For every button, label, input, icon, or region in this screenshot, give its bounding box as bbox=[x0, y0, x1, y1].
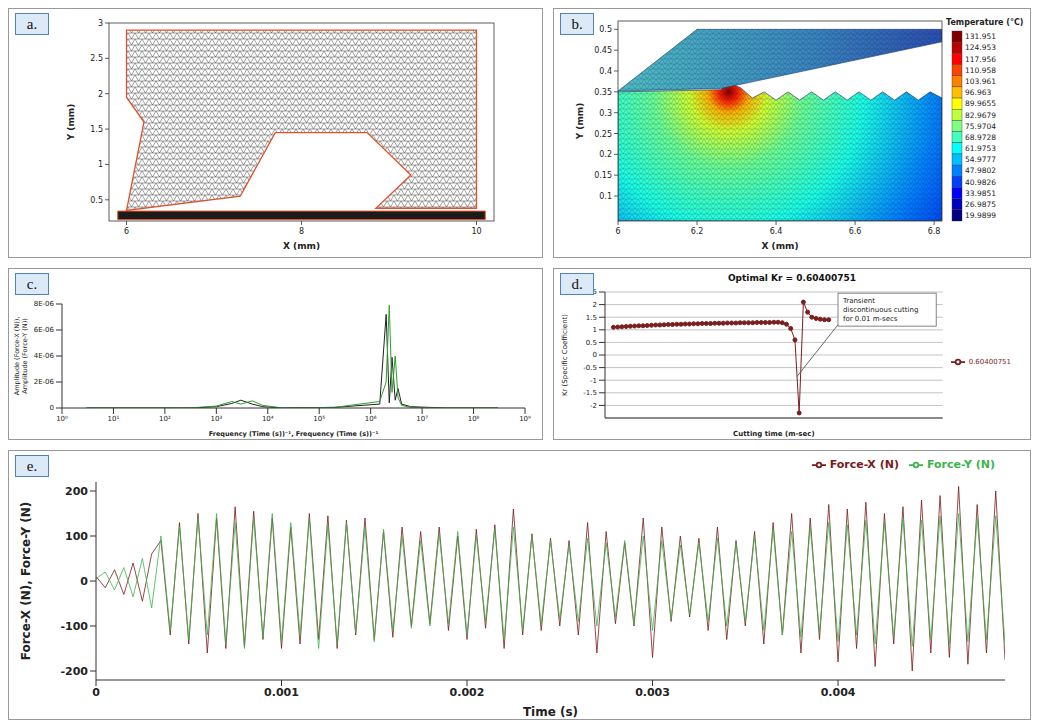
svg-text:Kr (Specific Coefficient): Kr (Specific Coefficient) bbox=[561, 314, 569, 396]
svg-text:-1.5: -1.5 bbox=[583, 389, 597, 397]
svg-text:0.5: 0.5 bbox=[599, 25, 612, 34]
svg-text:96.963: 96.963 bbox=[965, 88, 991, 97]
svg-text:0.2: 0.2 bbox=[599, 150, 612, 159]
svg-text:82.9679: 82.9679 bbox=[965, 111, 996, 120]
svg-text:0.001: 0.001 bbox=[264, 686, 299, 699]
html-text:a.: a. bbox=[26, 16, 38, 32]
svg-text:124.953: 124.953 bbox=[965, 43, 996, 52]
svg-text:4E-06: 4E-06 bbox=[34, 352, 55, 360]
svg-text:6.4: 6.4 bbox=[770, 227, 783, 236]
svg-text:6.8: 6.8 bbox=[928, 227, 941, 236]
svg-text:discontinuous cutting: discontinuous cutting bbox=[843, 306, 918, 314]
svg-text:X (mm): X (mm) bbox=[761, 241, 798, 251]
svg-text:0.004: 0.004 bbox=[821, 686, 856, 699]
svg-text:8E-06: 8E-06 bbox=[34, 300, 55, 308]
svg-text:40.9826: 40.9826 bbox=[965, 178, 996, 187]
svg-text:61.9753: 61.9753 bbox=[965, 144, 996, 153]
svg-text:6: 6 bbox=[615, 227, 620, 236]
svg-text:8: 8 bbox=[299, 227, 304, 236]
svg-text:Temperature (°C): Temperature (°C) bbox=[946, 18, 1024, 27]
svg-text:X (mm): X (mm) bbox=[283, 241, 320, 251]
svg-text:10⁸: 10⁸ bbox=[468, 415, 480, 423]
svg-text:6E-06: 6E-06 bbox=[34, 326, 55, 334]
svg-text:2: 2 bbox=[593, 301, 597, 309]
svg-text:6: 6 bbox=[124, 227, 129, 236]
html-text:e.: e. bbox=[26, 458, 38, 474]
svg-text:0.4: 0.4 bbox=[599, 67, 612, 76]
svg-text:3: 3 bbox=[98, 19, 103, 28]
svg-text:1.5: 1.5 bbox=[586, 314, 597, 322]
svg-text:10¹: 10¹ bbox=[108, 415, 120, 423]
svg-text:47.9802: 47.9802 bbox=[965, 166, 996, 175]
svg-text:0.002: 0.002 bbox=[450, 686, 485, 699]
svg-text:-100: -100 bbox=[60, 620, 88, 633]
html-text:Optimal Kr = 0.60400751: Optimal Kr = 0.60400751 bbox=[727, 273, 857, 283]
svg-text:0.3: 0.3 bbox=[599, 109, 612, 118]
svg-text:0.35: 0.35 bbox=[594, 88, 612, 97]
svg-text:10⁷: 10⁷ bbox=[416, 415, 428, 423]
svg-text:-1: -1 bbox=[590, 377, 597, 385]
svg-text:0.1: 0.1 bbox=[599, 192, 612, 201]
svg-text:110.958: 110.958 bbox=[965, 66, 996, 75]
svg-text:Frequency (Time (s))⁻¹, Freque: Frequency (Time (s))⁻¹, Frequency (Time … bbox=[209, 430, 379, 438]
svg-text:0.25: 0.25 bbox=[594, 130, 612, 139]
html-text:d.: d. bbox=[571, 276, 583, 292]
svg-text:Force-X (N), Force-Y (N): Force-X (N), Force-Y (N) bbox=[19, 502, 33, 661]
svg-text:0: 0 bbox=[593, 351, 597, 359]
html-text:Force-X (N): Force-X (N) bbox=[829, 458, 899, 471]
svg-text:-2: -2 bbox=[590, 402, 597, 410]
html-text:Force-Y (N): Force-Y (N) bbox=[927, 458, 995, 471]
svg-text:Amplitude (Force-X (N)),: Amplitude (Force-X (N)), bbox=[13, 316, 22, 396]
svg-text:75.9704: 75.9704 bbox=[965, 122, 996, 131]
svg-text:1.5: 1.5 bbox=[90, 125, 103, 134]
svg-text:0.5: 0.5 bbox=[90, 196, 103, 205]
svg-text:10²: 10² bbox=[159, 415, 171, 423]
svg-text:for 0.01 m-secs: for 0.01 m-secs bbox=[843, 315, 898, 323]
svg-text:2: 2 bbox=[98, 90, 103, 99]
svg-text:Y (mm): Y (mm) bbox=[575, 103, 585, 141]
svg-text:1: 1 bbox=[593, 326, 597, 334]
svg-text:Time (s): Time (s) bbox=[523, 705, 578, 718]
html-text:c.: c. bbox=[26, 276, 38, 292]
svg-text:68.9728: 68.9728 bbox=[965, 133, 996, 142]
svg-text:0.003: 0.003 bbox=[635, 686, 670, 699]
svg-text:0: 0 bbox=[80, 575, 88, 588]
svg-text:-0.5: -0.5 bbox=[583, 364, 597, 372]
svg-text:10⁹: 10⁹ bbox=[519, 415, 531, 423]
svg-text:2.5: 2.5 bbox=[90, 54, 103, 63]
svg-text:103.961: 103.961 bbox=[965, 77, 996, 86]
svg-text:100: 100 bbox=[65, 530, 88, 543]
svg-text:Transient: Transient bbox=[842, 297, 875, 305]
svg-text:0.5: 0.5 bbox=[586, 339, 597, 347]
svg-text:117.956: 117.956 bbox=[965, 55, 996, 64]
svg-text:10⁶: 10⁶ bbox=[365, 415, 377, 423]
svg-text:10⁰: 10⁰ bbox=[56, 415, 68, 423]
svg-text:-200: -200 bbox=[60, 665, 88, 678]
svg-text:6.2: 6.2 bbox=[691, 227, 704, 236]
svg-text:0.45: 0.45 bbox=[594, 46, 612, 55]
svg-text:19.9899: 19.9899 bbox=[965, 211, 996, 220]
svg-text:10⁵: 10⁵ bbox=[313, 415, 325, 423]
svg-text:6.6: 6.6 bbox=[849, 227, 862, 236]
html-text:b.: b. bbox=[571, 16, 583, 32]
html-text:0.60400751: 0.60400751 bbox=[968, 357, 1011, 366]
svg-text:26.9875: 26.9875 bbox=[965, 200, 996, 209]
svg-text:1: 1 bbox=[98, 160, 103, 169]
svg-text:Amplitude (Force-Y (N)): Amplitude (Force-Y (N)) bbox=[21, 318, 29, 394]
svg-text:10: 10 bbox=[471, 227, 481, 236]
svg-text:200: 200 bbox=[65, 485, 88, 498]
svg-text:0: 0 bbox=[50, 404, 54, 412]
svg-text:33.9851: 33.9851 bbox=[965, 189, 996, 198]
svg-text:89.9655: 89.9655 bbox=[965, 99, 996, 108]
svg-text:54.9777: 54.9777 bbox=[965, 155, 996, 164]
svg-text:Y (mm): Y (mm) bbox=[66, 104, 76, 142]
svg-text:Cutting time (m-sec): Cutting time (m-sec) bbox=[733, 430, 815, 438]
svg-text:0: 0 bbox=[92, 686, 100, 699]
svg-text:10⁴: 10⁴ bbox=[262, 415, 274, 423]
svg-text:0.15: 0.15 bbox=[594, 171, 612, 180]
svg-text:10³: 10³ bbox=[210, 415, 222, 423]
svg-text:2E-06: 2E-06 bbox=[34, 378, 55, 386]
svg-text:131.951: 131.951 bbox=[965, 32, 996, 41]
